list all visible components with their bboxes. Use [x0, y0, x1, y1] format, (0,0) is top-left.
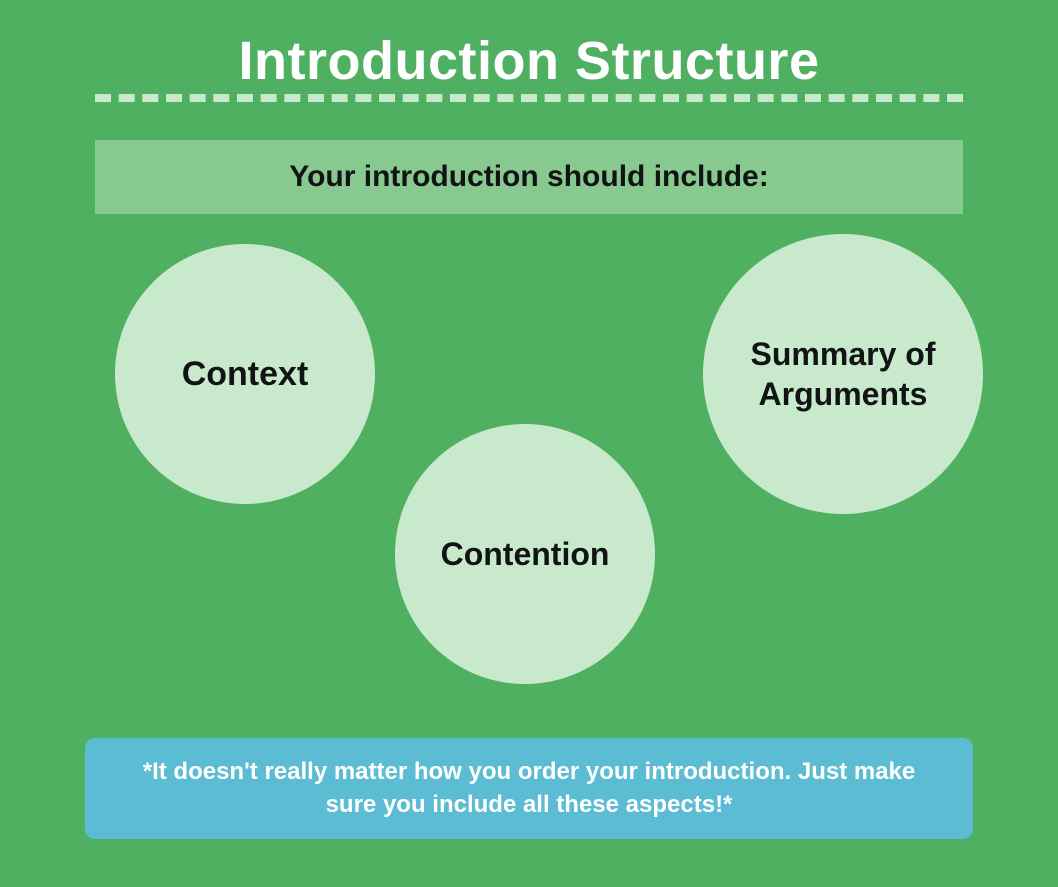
- circle-label: Context: [182, 355, 309, 394]
- circles-area: Context Contention Summary of Arguments: [55, 224, 1003, 704]
- circle-context: Context: [115, 244, 375, 504]
- dashed-divider: [95, 94, 963, 102]
- circle-label: Contention: [441, 536, 610, 573]
- note-box: *It doesn't really matter how you order …: [85, 738, 973, 839]
- divider-wrap: [95, 94, 963, 102]
- subtitle-box: Your introduction should include:: [95, 140, 963, 214]
- circle-label: Summary of Arguments: [703, 334, 983, 414]
- slide-container: Introduction Structure Your introduction…: [0, 0, 1058, 887]
- note-text: *It doesn't really matter how you order …: [115, 756, 943, 821]
- circle-contention: Contention: [395, 424, 655, 684]
- circle-summary: Summary of Arguments: [703, 234, 983, 514]
- subtitle-text: Your introduction should include:: [125, 160, 933, 194]
- main-title: Introduction Structure: [55, 30, 1003, 92]
